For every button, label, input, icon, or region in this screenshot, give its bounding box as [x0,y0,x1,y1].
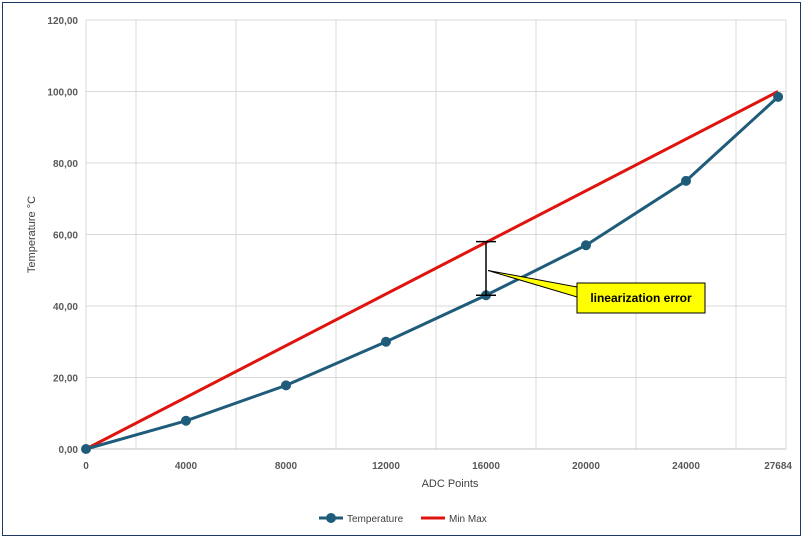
temperature-point [773,91,784,102]
y-tick-label: 20,00 [53,374,78,385]
legend-label: Temperature [347,514,404,525]
callout-pointer [487,269,578,298]
x-tick-label: 16000 [472,461,500,472]
x-tick-label: 4000 [175,461,198,472]
temperature-point [681,175,691,186]
y-tick-label: 40,00 [53,302,78,313]
legend: Temperature Min Max [319,513,487,525]
legend-marker [326,513,336,523]
grid [85,19,787,449]
temperature-point [281,380,291,391]
temperature-point [381,336,391,347]
series-line-min-max [85,90,779,451]
x-tick-label: 24000 [672,461,700,472]
series-line-temperature [85,95,780,451]
y-axis-ticks: 0,00 20,00 40,00 60,00 80,00 100,00 120,00 [47,16,78,456]
y-tick-label: 0,00 [59,445,79,456]
x-tick-label: 0 [83,461,89,472]
x-tick-label: 20000 [572,461,600,472]
chart-svg: 0,00 20,00 40,00 60,00 80,00 100,00 120,00 0 40… [26,16,792,525]
series-layer [81,90,784,454]
legend-label: Min Max [449,514,487,525]
y-tick-label: 120,00 [47,16,78,27]
callout-label: linearization error [590,291,692,305]
x-tick-label: 27684 [764,461,792,472]
temperature-point [81,444,91,454]
x-axis-ticks: 0 4000 8000 12000 16000 20000 24000 27684 [83,461,792,472]
callout-box [576,282,706,314]
y-tick-label: 80,00 [53,159,78,170]
x-tick-label: 8000 [275,461,298,472]
y-tick-label: 60,00 [53,231,78,242]
temperature-point [181,415,191,426]
x-tick-label: 12000 [372,461,400,472]
annotation-layer: linearization error [476,240,706,314]
y-tick-label: 100,00 [47,88,78,99]
x-axis-title: ADC Points [422,478,479,490]
y-axis-title: Temperature °C [26,196,38,273]
temperature-point [581,240,591,251]
